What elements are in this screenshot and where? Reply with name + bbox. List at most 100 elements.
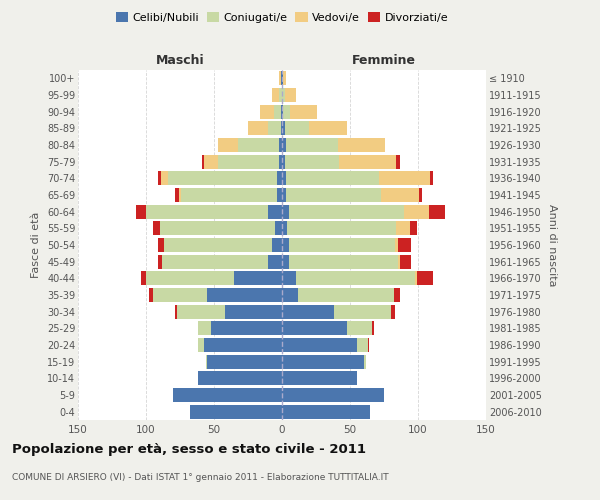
Bar [372,322,374,336]
Bar [168,171,277,186]
Bar [282,188,286,202]
Bar [379,171,430,186]
Bar [285,154,339,169]
Bar [248,121,268,136]
Bar [158,254,163,269]
Bar [364,354,367,369]
Bar [268,204,282,219]
Bar [339,154,396,169]
Bar [179,188,181,202]
Bar [289,254,398,269]
Bar [136,204,146,219]
Bar [419,188,422,202]
Bar [398,254,400,269]
Bar [410,221,416,236]
Bar [153,221,160,236]
Bar [282,171,286,186]
Bar [158,171,161,186]
Bar [149,288,153,302]
Bar [282,138,286,152]
Bar [163,254,268,269]
Bar [396,221,410,236]
Bar [218,138,238,152]
Bar [286,188,381,202]
Text: Popolazione per età, sesso e stato civile - 2011: Popolazione per età, sesso e stato civil… [12,442,366,456]
Bar [235,271,282,285]
Bar [416,271,433,285]
Bar [286,138,338,152]
Bar [277,171,282,186]
Bar [368,338,369,352]
Bar [173,388,282,402]
Bar [282,254,289,269]
Bar [279,88,282,102]
Bar [279,71,281,86]
Bar [286,171,379,186]
Bar [281,121,282,136]
Y-axis label: Anni di nascita: Anni di nascita [547,204,557,286]
Bar [282,388,384,402]
Bar [279,138,282,152]
Bar [274,104,281,118]
Bar [347,322,372,336]
Bar [272,238,282,252]
Bar [282,304,334,319]
Bar [282,338,357,352]
Bar [283,71,286,86]
Bar [282,221,287,236]
Bar [197,338,205,352]
Bar [218,154,279,169]
Bar [289,204,404,219]
Bar [197,322,211,336]
Legend: Celibi/Nubili, Coniugati/e, Vedovi/e, Divorziati/e: Celibi/Nubili, Coniugati/e, Vedovi/e, Di… [112,8,452,28]
Bar [260,104,274,118]
Bar [381,188,419,202]
Bar [282,371,357,386]
Bar [282,121,285,136]
Y-axis label: Fasce di età: Fasce di età [31,212,41,278]
Bar [282,104,283,118]
Bar [309,121,347,136]
Bar [146,271,235,285]
Bar [197,371,282,386]
Bar [394,288,400,302]
Bar [177,304,225,319]
Bar [430,171,433,186]
Bar [282,71,283,86]
Bar [268,254,282,269]
Bar [146,204,268,219]
Bar [238,138,279,152]
Bar [395,238,398,252]
Bar [282,204,289,219]
Bar [287,221,396,236]
Text: Femmine: Femmine [352,54,416,66]
Bar [190,404,282,419]
Bar [404,204,429,219]
Bar [285,121,309,136]
Bar [205,338,282,352]
Bar [282,154,285,169]
Bar [205,154,218,169]
Bar [290,104,317,118]
Bar [396,154,400,169]
Bar [272,88,279,102]
Bar [296,271,415,285]
Bar [282,322,347,336]
Bar [160,221,275,236]
Bar [400,254,411,269]
Bar [175,304,177,319]
Bar [298,288,394,302]
Bar [289,238,395,252]
Text: COMUNE DI ARSIERO (VI) - Dati ISTAT 1° gennaio 2011 - Elaborazione TUTTITALIA.IT: COMUNE DI ARSIERO (VI) - Dati ISTAT 1° g… [12,472,389,482]
Bar [282,404,370,419]
Bar [338,138,385,152]
Bar [211,322,282,336]
Bar [161,171,168,186]
Bar [268,121,281,136]
Bar [282,238,289,252]
Bar [285,88,296,102]
Bar [282,354,364,369]
Bar [282,271,296,285]
Bar [277,188,282,202]
Bar [279,154,282,169]
